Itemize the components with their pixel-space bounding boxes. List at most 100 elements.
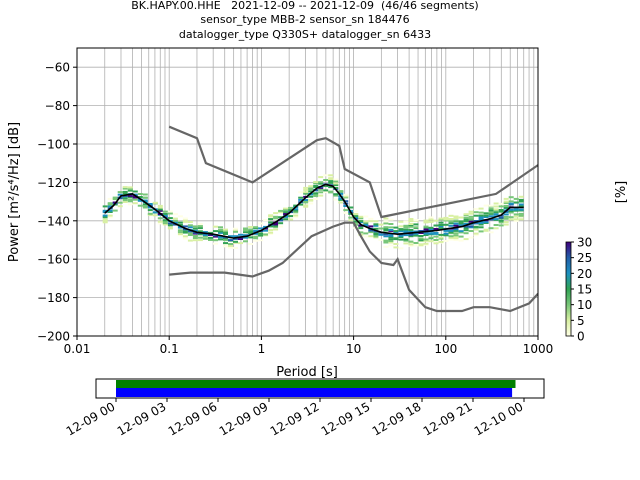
heatmap-bin [438,225,444,228]
heatmap-bin [177,234,183,237]
heatmap-bin [518,214,524,217]
heatmap-bin [498,205,504,208]
heatmap-bin [453,235,459,238]
heatmap-bin [468,220,474,223]
heatmap-bin [483,221,489,224]
heatmap-bin [283,208,289,211]
heatmap-bin [213,239,218,242]
heatmap-bin [177,223,183,226]
heatmap-bin [313,195,319,197]
heatmap-bin [428,240,434,243]
heatmap-bin [268,233,274,235]
heatmap-bin [167,226,173,229]
heatmap-bin [172,219,178,222]
heatmap-bin [303,186,309,189]
x-tick-label: 1000 [523,342,554,356]
heatmap-bin [383,228,389,231]
heatmap-bin [518,212,524,215]
heatmap-bin [107,203,113,206]
heatmap-bin [132,193,138,196]
heatmap-bin [338,192,344,195]
heatmap-bin [383,226,389,229]
heatmap-bin [438,217,444,220]
heatmap-bin [428,220,434,223]
heatmap-bin [328,180,334,183]
heatmap-bin [157,222,163,225]
heatmap-bin [177,221,183,224]
heatmap-bin [473,220,479,222]
heatmap-bin [488,215,494,218]
heatmap-bin [358,227,364,230]
heatmap-bin [263,229,269,232]
y-tick-label: −140 [37,214,70,228]
heatmap-bin [318,188,324,191]
heatmap-bin [182,219,188,222]
heatmap-bin [182,220,188,223]
heatmap-bin [313,192,319,195]
heatmap-bin [192,237,198,239]
heatmap-bin [458,220,464,223]
heatmap-bin [313,197,319,200]
heatmap-bin [233,230,238,233]
heatmap-bin [443,234,449,237]
heatmap-bin [208,236,213,239]
heatmap-bin [408,244,414,247]
heatmap-bin [378,233,384,236]
heatmap-bin [348,219,354,222]
heatmap-bin [117,191,123,194]
heatmap-bin [107,209,113,212]
heatmap-bin [197,227,203,230]
heatmap-bin [418,239,424,242]
heatmap-bin [353,215,359,218]
heatmap-bin [278,225,284,228]
heatmap-bin [268,218,274,221]
heatmap-bin [223,230,228,232]
heatmap-bin [308,195,314,198]
heatmap-bin [177,226,183,229]
heatmap-bin [373,235,379,238]
heatmap-bin [273,224,279,227]
heatmap-bin [508,196,514,199]
heatmap-bin [418,230,424,232]
heatmap-bin [408,235,414,238]
heatmap-bin [202,231,208,234]
heatmap-bin [503,221,509,224]
heatmap-bin [478,214,484,217]
heatmap-bin [137,193,143,195]
heatmap-bin [408,243,414,246]
heatmap-bin [223,228,228,231]
heatmap-bin [443,216,449,219]
heatmap-bin [248,226,254,228]
heatmap-bin [157,217,163,220]
heatmap-bin [508,200,514,203]
colorbar-tick-label: 25 [577,251,592,265]
y-tick-label: −180 [37,291,70,305]
heatmap-bin [288,215,294,218]
coverage-data-available-bar [116,380,516,388]
heatmap-bin [162,210,168,213]
heatmap-bin [448,222,454,225]
heatmap-bin [378,223,384,226]
heatmap-bin [398,238,404,241]
heatmap-bin [383,229,389,232]
heatmap-bin [443,219,449,222]
heatmap-bin [493,218,499,221]
heatmap-bin [213,242,218,245]
heatmap-bin [177,233,183,235]
heatmap-bin [122,187,128,190]
heatmap-bin [393,246,399,249]
heatmap-bin [283,215,289,218]
heatmap-bin [127,194,133,197]
heatmap-bin [107,202,113,205]
heatmap-bin [468,215,474,218]
heatmap-bin [458,230,464,233]
heatmap-bin [333,194,339,197]
heatmap-bin [273,217,279,220]
heatmap-bin [468,236,474,239]
heatmap-bin [498,224,504,227]
heatmap-bin [513,197,519,200]
heatmap-bin [112,196,118,199]
y-tick-label: −160 [37,253,70,267]
heatmap-bin [448,224,454,227]
